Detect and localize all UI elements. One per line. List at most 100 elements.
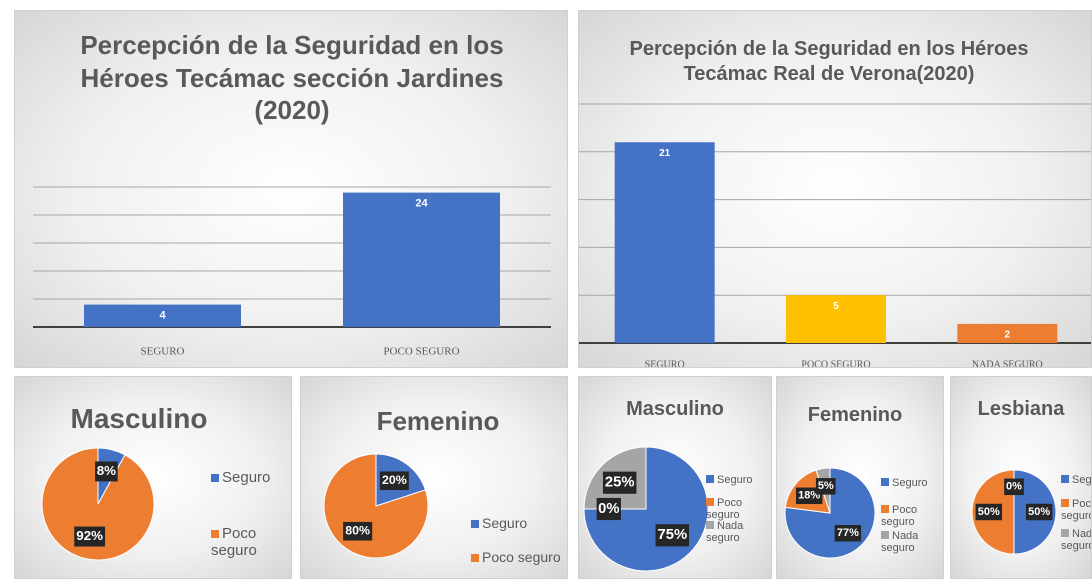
data-label-box bbox=[343, 521, 373, 541]
data-label: 0% bbox=[598, 501, 619, 517]
legend-item: Poco seguro bbox=[211, 525, 281, 559]
chart: 8% 92% bbox=[41, 447, 155, 561]
chart-title: Femenino bbox=[807, 404, 903, 426]
legend-swatch bbox=[211, 529, 219, 538]
data-label: 24 bbox=[415, 198, 428, 210]
chart: 20% 80% bbox=[323, 453, 429, 559]
data-label-box bbox=[795, 487, 823, 505]
legend-label: Poco seguro bbox=[482, 549, 561, 566]
chart-title: Percepción de la Seguridad en los Héroes… bbox=[629, 38, 1029, 85]
legend-swatch bbox=[471, 554, 479, 563]
data-label-box bbox=[74, 526, 106, 547]
bar bbox=[343, 192, 500, 327]
chart: 50% 50% 0% bbox=[971, 469, 1057, 555]
legend-item: Poco seguro bbox=[1061, 498, 1092, 523]
legend-item: Poco seguro bbox=[471, 549, 566, 565]
legend-swatch bbox=[1061, 475, 1069, 484]
x-tick-label: POCO SEGURO bbox=[801, 359, 870, 368]
pie-slice bbox=[41, 447, 155, 561]
data-label-box bbox=[655, 524, 690, 547]
data-label-box bbox=[815, 478, 836, 495]
chart-panel: 75% 0% 25% Masculino Seguro Poco seguro Nada s… bbox=[578, 376, 772, 579]
legend-label: Poco seguro bbox=[706, 497, 743, 522]
legend-item: Poco seguro bbox=[881, 504, 943, 529]
chart-panel: 50% 50% 0% Lesbiana Seguro Poco seguro Nada se… bbox=[950, 376, 1092, 579]
legend-item: Nada seguro bbox=[881, 530, 943, 555]
data-label-box bbox=[596, 497, 621, 521]
chart-title: Percepción de la Seguridad en los Héroes… bbox=[80, 30, 504, 125]
legend-item: Seguro bbox=[881, 477, 943, 490]
legend-item: Nada seguro bbox=[706, 520, 771, 545]
data-label: 50% bbox=[978, 506, 1000, 518]
bar bbox=[84, 304, 241, 327]
legend-label: Nada seguro bbox=[881, 530, 919, 555]
chart-panel: 77% 18% 5% Femenino Seguro Poco seguro Nada se… bbox=[776, 376, 944, 579]
legend-item: Seguro bbox=[471, 515, 566, 531]
data-label: 2 bbox=[1005, 330, 1011, 341]
legend-swatch bbox=[706, 521, 714, 530]
x-tick-label: SEGURO bbox=[140, 346, 184, 358]
legend-swatch bbox=[706, 475, 714, 484]
chart-panel: 4 SEGURO 24 POCO SEGURO Percepción de la Seg… bbox=[14, 10, 568, 368]
legend-label: Seguro bbox=[482, 515, 528, 532]
legend-item: Seguro bbox=[706, 474, 771, 487]
chart-title: Femenino bbox=[376, 406, 500, 436]
data-label: 18% bbox=[798, 490, 820, 502]
data-label: 5 bbox=[833, 301, 839, 312]
legend-label: Poco seguro bbox=[211, 524, 257, 559]
legend-swatch bbox=[881, 505, 889, 514]
bar bbox=[786, 295, 886, 343]
legend-label: Nada seguro bbox=[1061, 528, 1092, 553]
data-label: 92% bbox=[76, 528, 103, 543]
chart: 4 SEGURO 24 POCO SEGURO bbox=[33, 186, 551, 358]
legend-swatch bbox=[471, 520, 479, 529]
bar bbox=[614, 142, 715, 343]
data-label: 20% bbox=[382, 473, 407, 487]
legend-item: Seguro bbox=[211, 469, 281, 486]
legend-label: Poco seguro bbox=[1061, 498, 1092, 523]
chart: 75% 0% 25% bbox=[583, 446, 709, 572]
chart-title: Masculino bbox=[626, 398, 724, 420]
data-label: 25% bbox=[605, 475, 635, 491]
chart-title: Masculino bbox=[70, 403, 208, 434]
data-label: 21 bbox=[659, 148, 671, 159]
data-label-box bbox=[1004, 478, 1024, 496]
chart-title: Lesbiana bbox=[977, 398, 1065, 420]
legend-swatch bbox=[706, 498, 714, 507]
legend-swatch bbox=[1061, 529, 1069, 538]
x-tick-label: POCO SEGURO bbox=[383, 346, 459, 358]
data-label-box bbox=[834, 525, 862, 542]
legend-swatch bbox=[211, 473, 219, 482]
data-label: 0% bbox=[1006, 481, 1022, 493]
legend-swatch bbox=[881, 478, 889, 487]
x-tick-label: NADA SEGURO bbox=[972, 359, 1043, 368]
data-label: 50% bbox=[1028, 506, 1050, 518]
data-label: 5% bbox=[818, 480, 834, 492]
legend-item: Nada seguro bbox=[1061, 528, 1092, 553]
data-label: 4 bbox=[159, 310, 166, 322]
legend-label: Seguro bbox=[222, 468, 271, 486]
legend-label: Seguro bbox=[892, 477, 928, 490]
chart: 21 SEGURO 5 POCO SEGURO 2 NADA SEGURO bbox=[579, 103, 1091, 368]
legend-label: Seguro bbox=[1072, 474, 1092, 487]
chart: 77% 18%5% bbox=[784, 467, 876, 559]
x-tick-label: SEGURO bbox=[645, 359, 685, 368]
data-label: 8% bbox=[97, 463, 116, 478]
legend-swatch bbox=[881, 531, 889, 540]
chart-panel: 20% 80% Femenino Seguro Poco seguro bbox=[300, 376, 568, 579]
legend-label: Nada seguro bbox=[706, 520, 744, 545]
data-label: 80% bbox=[345, 524, 370, 538]
legend-label: Seguro bbox=[717, 474, 753, 487]
data-label-box bbox=[602, 471, 637, 494]
legend-label: Poco seguro bbox=[881, 504, 918, 529]
data-label-box bbox=[95, 461, 118, 482]
data-label: 75% bbox=[658, 527, 688, 543]
legend-item: Poco seguro bbox=[706, 497, 771, 522]
legend-item: Seguro bbox=[1061, 474, 1092, 487]
chart-panel: 8% 92% Masculino Seguro Poco seguro bbox=[14, 376, 292, 579]
legend-swatch bbox=[1061, 499, 1069, 508]
data-label-box bbox=[975, 503, 1003, 521]
bar bbox=[957, 323, 1058, 343]
chart-panel: 21 SEGURO 5 POCO SEGURO 2 NADA SEGURO Percepci… bbox=[578, 10, 1092, 368]
